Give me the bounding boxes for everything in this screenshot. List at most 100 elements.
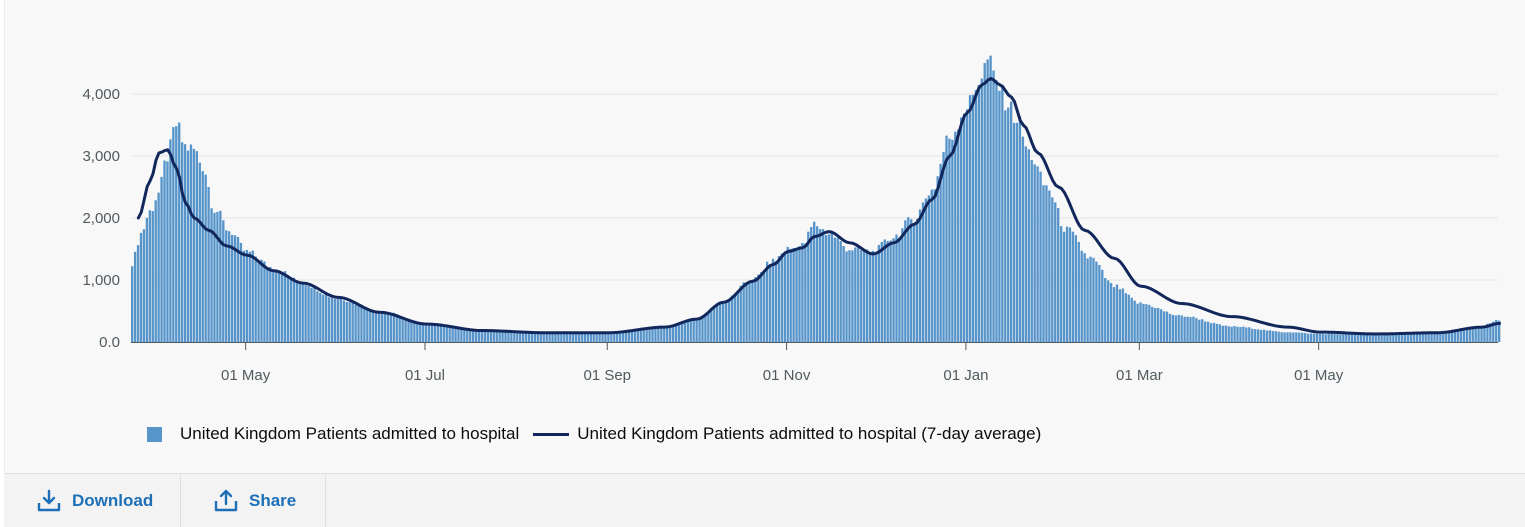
- bar: [936, 176, 939, 342]
- bar: [1233, 325, 1236, 342]
- bar: [266, 267, 269, 342]
- bar: [577, 332, 581, 342]
- bar: [895, 234, 898, 342]
- bar: [860, 250, 863, 342]
- bar: [377, 312, 381, 342]
- y-tick-label: 4,000: [82, 86, 120, 103]
- bar: [1400, 334, 1404, 342]
- bar: [1371, 334, 1374, 342]
- bar: [1048, 190, 1051, 342]
- bar: [730, 295, 734, 342]
- bar: [718, 301, 722, 342]
- bar: [504, 331, 507, 342]
- bar: [742, 282, 745, 342]
- legend-bars-label: United Kingdom Patients admitted to hosp…: [180, 424, 520, 443]
- bar: [904, 220, 907, 342]
- bar: [169, 139, 172, 342]
- x-tick-label: 01 May: [221, 367, 271, 384]
- bar: [1424, 333, 1427, 342]
- bar: [621, 330, 625, 342]
- bar: [974, 90, 978, 342]
- bar: [1142, 303, 1145, 342]
- bar: [542, 332, 545, 342]
- bar: [1115, 284, 1119, 342]
- bar: [1010, 101, 1013, 342]
- bar: [642, 328, 645, 342]
- bar: [813, 221, 816, 342]
- bar: [801, 243, 804, 342]
- bar: [210, 208, 213, 342]
- bar: [513, 331, 516, 342]
- bar: [965, 109, 969, 342]
- bar: [763, 270, 766, 342]
- bar: [1365, 334, 1369, 342]
- bar: [1059, 226, 1063, 342]
- download-button[interactable]: Download: [4, 474, 181, 527]
- bar: [1251, 328, 1254, 342]
- bar: [1274, 331, 1277, 342]
- y-tick-label: 3,000: [82, 148, 120, 165]
- bar: [1395, 333, 1398, 342]
- bar: [386, 312, 390, 342]
- bar: [1383, 334, 1386, 342]
- bar: [1468, 327, 1471, 342]
- bar: [971, 94, 975, 342]
- legend-bar-swatch: [147, 426, 162, 442]
- bar: [1098, 264, 1101, 342]
- bar: [166, 161, 169, 342]
- bar: [189, 144, 193, 342]
- bar: [1086, 258, 1089, 342]
- bar: [851, 250, 854, 342]
- bar: [898, 237, 901, 342]
- bar: [539, 332, 542, 342]
- bar: [1406, 333, 1410, 342]
- bar: [1104, 278, 1107, 342]
- bar: [580, 332, 584, 342]
- y-tick-label: 1,000: [82, 272, 120, 289]
- bar: [163, 160, 166, 342]
- bar: [1074, 235, 1078, 342]
- bar: [1336, 334, 1339, 342]
- bar: [995, 80, 998, 342]
- average-line: [136, 77, 1501, 336]
- bar: [783, 252, 786, 342]
- bar: [1321, 333, 1324, 342]
- bar: [1162, 311, 1166, 342]
- bar: [363, 308, 366, 342]
- bar: [524, 332, 528, 342]
- bar: [1174, 315, 1177, 342]
- bar: [589, 331, 592, 342]
- bar: [233, 235, 237, 342]
- bar: [1298, 332, 1301, 342]
- bar: [1171, 314, 1175, 342]
- bar: [460, 329, 463, 342]
- bar: [627, 330, 631, 342]
- bar: [557, 332, 560, 342]
- bar: [892, 238, 895, 342]
- bar: [180, 142, 184, 342]
- bar: [736, 291, 739, 342]
- axes: 4,000 3,000 2,000 1,000 0.0 01 May 01 Jul 01 Se…: [82, 86, 1498, 384]
- bar: [689, 318, 692, 342]
- share-button[interactable]: Share: [181, 474, 326, 527]
- bar: [613, 332, 616, 342]
- bar: [698, 318, 701, 342]
- bar: [818, 229, 822, 342]
- bar: [1471, 326, 1474, 342]
- bar: [145, 217, 149, 342]
- bar: [674, 324, 678, 342]
- bar: [824, 235, 828, 342]
- bar: [316, 291, 319, 342]
- bar: [680, 321, 684, 342]
- bar: [648, 327, 651, 342]
- bar: [771, 258, 775, 342]
- bar: [924, 198, 928, 342]
- bar: [1206, 321, 1210, 342]
- bar: [727, 299, 731, 342]
- bar: [951, 139, 954, 342]
- bar: [977, 84, 980, 343]
- bar: [474, 330, 478, 342]
- bar: [868, 253, 872, 342]
- bar: [1039, 171, 1042, 342]
- bar: [545, 332, 548, 342]
